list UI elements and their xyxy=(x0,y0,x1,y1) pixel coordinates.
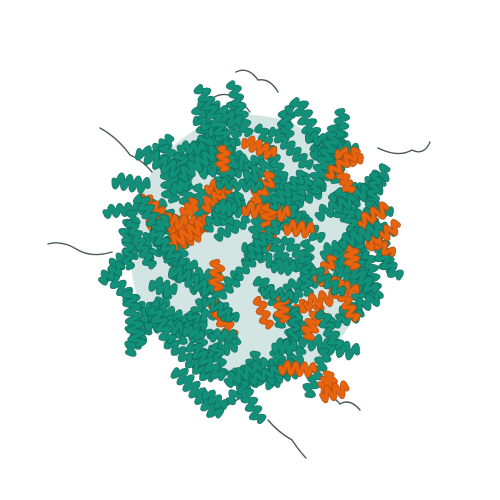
helix-teal-49 xyxy=(99,261,124,285)
helix-teal-top-6 xyxy=(265,235,289,262)
helix-orange-23 xyxy=(330,276,360,322)
helix-teal-113 xyxy=(125,219,156,269)
helix-orange-16 xyxy=(278,360,317,377)
helix-teal-top-23 xyxy=(149,229,181,261)
helix-teal-117 xyxy=(334,188,361,237)
helix-teal-38 xyxy=(210,343,228,377)
helix-teal-top-4 xyxy=(169,178,191,196)
helix-teal-top-10 xyxy=(287,307,303,342)
helix-teal-top-9 xyxy=(315,193,356,221)
helix-teal-100 xyxy=(186,342,226,380)
loop-top xyxy=(235,69,279,93)
helix-teal-66 xyxy=(268,127,313,169)
helix-teal-106 xyxy=(168,265,216,296)
helix-teal-57 xyxy=(226,81,253,137)
helix-teal-88 xyxy=(299,240,314,296)
helix-orange-10 xyxy=(201,186,228,213)
helix-teal-top-27 xyxy=(246,220,281,260)
helix-teal-top-21 xyxy=(338,221,383,250)
helix-teal-top-29 xyxy=(214,216,250,241)
helix-teal-top-3 xyxy=(209,329,237,343)
helix-teal-62 xyxy=(164,339,214,382)
helix-orange-4 xyxy=(343,244,360,270)
helix-teal-118 xyxy=(149,277,177,298)
loop-right xyxy=(377,141,431,155)
helix-teal-top-19 xyxy=(271,258,296,275)
helix-orange-34 xyxy=(358,202,389,229)
helix-teal-28 xyxy=(299,332,359,360)
helix-teal-109 xyxy=(202,390,228,409)
helix-teal-top-0 xyxy=(260,285,294,302)
helix-teal-top-18 xyxy=(270,170,306,210)
helix-teal-87 xyxy=(375,252,403,280)
helix-orange-32 xyxy=(253,296,273,329)
helix-orange-27 xyxy=(325,147,360,180)
helix-teal-top-25 xyxy=(177,141,206,155)
helix-orange-29 xyxy=(209,259,225,291)
helix-orange-26 xyxy=(320,381,349,403)
helix-teal-top-28 xyxy=(202,297,239,322)
helix-teal-top-5 xyxy=(315,310,344,349)
helix-orange-5 xyxy=(216,145,231,172)
helix-teal-top-20 xyxy=(215,199,237,217)
helix-teal-top-16 xyxy=(272,338,297,356)
helix-teal-114 xyxy=(194,85,231,140)
loop-left xyxy=(47,242,113,256)
helix-orange-8 xyxy=(283,220,315,238)
helix-orange-7 xyxy=(337,171,356,194)
helix-teal-86 xyxy=(241,154,277,188)
helix-orange-13 xyxy=(303,288,338,311)
helix-teal-top-26 xyxy=(310,266,346,296)
helix-teal-top-11 xyxy=(147,306,176,344)
helix-teal-top-22 xyxy=(151,214,170,238)
helix-teal-73 xyxy=(121,290,146,347)
helix-teal-116 xyxy=(307,132,340,194)
helix-teal-top-8 xyxy=(281,236,312,265)
helix-teal-94 xyxy=(278,110,294,138)
loop-top-left xyxy=(99,127,153,173)
helix-teal-top-24 xyxy=(216,177,264,193)
helix-teal-93 xyxy=(303,348,331,398)
helix-orange-35 xyxy=(242,136,277,159)
helix-teal-112 xyxy=(112,173,150,193)
helix-teal-top-14 xyxy=(182,325,205,341)
helix-teal-top-13 xyxy=(178,145,218,182)
loop-bottom xyxy=(267,419,307,459)
helix-teal-95 xyxy=(331,250,380,293)
